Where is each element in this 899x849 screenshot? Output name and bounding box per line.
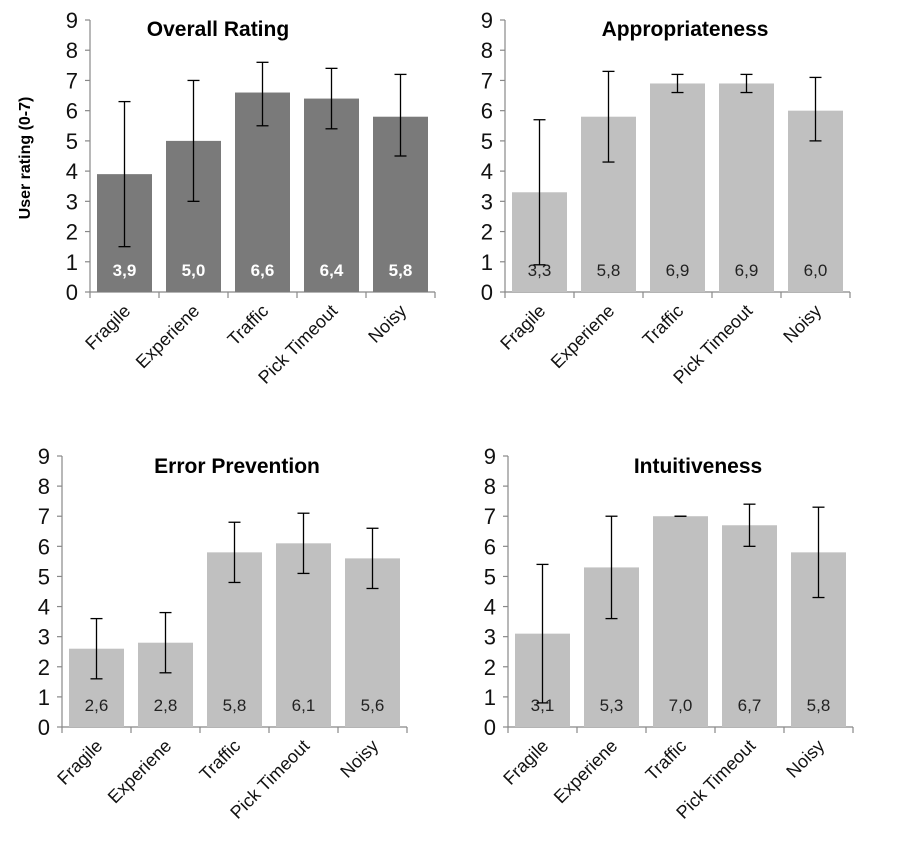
x-tick-label: Noisy (782, 736, 828, 782)
bar (722, 525, 777, 727)
y-tick-label: 2 (38, 655, 50, 680)
data-label: 3,3 (528, 261, 552, 280)
y-tick-label: 7 (481, 68, 493, 93)
data-label: 5,8 (389, 261, 413, 280)
y-tick-label: 9 (38, 444, 50, 469)
x-tick-label: Traffic (639, 301, 688, 350)
data-label: 5,3 (600, 696, 624, 715)
y-tick-label: 0 (38, 715, 50, 740)
y-tick-label: 0 (484, 715, 496, 740)
data-label: 6,0 (804, 261, 828, 280)
y-tick-label: 9 (481, 8, 493, 33)
y-tick-label: 9 (66, 8, 78, 33)
x-tick-label: Fragile (499, 736, 552, 789)
x-tick-label: Experiene (132, 301, 203, 372)
y-tick-label: 1 (481, 250, 493, 275)
data-label: 2,6 (85, 696, 109, 715)
y-tick-label: 4 (38, 595, 50, 620)
y-tick-label: 1 (66, 250, 78, 275)
data-label: 6,7 (738, 696, 762, 715)
chart-panel-3: Error Prevention 0 1 2 3 4 5 6 7 8 9 2,6 Fragile 2,8 E… (38, 444, 408, 823)
y-tick-label: 2 (481, 220, 493, 245)
data-label: 6,9 (735, 261, 759, 280)
x-tick-label: Fragile (81, 301, 134, 354)
y-tick-label: 8 (66, 38, 78, 63)
y-tick-label: 6 (66, 99, 78, 124)
data-label: 2,8 (154, 696, 178, 715)
y-tick-label: 8 (484, 474, 496, 499)
y-tick-label: 7 (484, 504, 496, 529)
chart-panel-1: Overall Rating User rating (0-7) 0 1 2 3 4 5 6 7 8… (17, 8, 436, 388)
data-label: 5,8 (223, 696, 247, 715)
x-tick-label: Experiene (104, 736, 175, 807)
y-tick-label: 3 (484, 625, 496, 650)
y-tick-label: 3 (38, 625, 50, 650)
bar (719, 83, 774, 292)
y-tick-label: 1 (484, 685, 496, 710)
y-tick-label: 5 (484, 564, 496, 589)
bar (653, 516, 708, 727)
x-tick-label: Fragile (53, 736, 106, 789)
y-tick-label: 6 (484, 534, 496, 559)
x-tick-label: Noisy (364, 301, 410, 347)
data-label: 5,6 (361, 696, 385, 715)
x-tick-label: Traffic (642, 736, 691, 785)
data-label: 7,0 (669, 696, 693, 715)
x-tick-label: Traffic (196, 736, 245, 785)
data-label: 5,8 (807, 696, 831, 715)
chart-title: Appropriateness (602, 18, 769, 41)
x-tick-label: Noisy (336, 736, 382, 782)
y-tick-label: 5 (481, 129, 493, 154)
chart-panel-2: Appropriateness 0 1 2 3 4 5 6 7 8 9 3,3 Fragile 5,8 Ex… (481, 8, 851, 388)
y-tick-label: 7 (66, 68, 78, 93)
x-tick-label: Noisy (779, 301, 825, 347)
y-tick-label: 0 (66, 280, 78, 305)
data-label: 6,6 (251, 261, 275, 280)
data-label: 6,9 (666, 261, 690, 280)
y-tick-label: 8 (481, 38, 493, 63)
y-tick-label: 6 (38, 534, 50, 559)
y-tick-label: 0 (481, 280, 493, 305)
y-tick-label: 9 (484, 444, 496, 469)
y-tick-label: 5 (66, 129, 78, 154)
data-label: 6,1 (292, 696, 316, 715)
data-label: 3,9 (113, 261, 137, 280)
data-label: 5,8 (597, 261, 621, 280)
x-tick-label: Experiene (550, 736, 621, 807)
y-tick-label: 3 (481, 189, 493, 214)
y-tick-label: 6 (481, 99, 493, 124)
chart-title: Intuitiveness (634, 455, 762, 478)
chart-title: Error Prevention (154, 455, 320, 478)
y-tick-label: 4 (484, 595, 496, 620)
y-tick-label: 2 (66, 220, 78, 245)
x-tick-label: Experiene (547, 301, 618, 372)
y-tick-label: 4 (66, 159, 78, 184)
chart-panel-4: Intuitiveness 0 1 2 3 4 5 6 7 8 9 3,1 Fragile 5,3 Expe… (484, 444, 854, 823)
x-tick-label: Traffic (224, 301, 273, 350)
y-tick-label: 7 (38, 504, 50, 529)
x-tick-label: Fragile (496, 301, 549, 354)
y-axis-label: User rating (0-7) (17, 97, 34, 220)
y-tick-label: 2 (484, 655, 496, 680)
y-tick-label: 1 (38, 685, 50, 710)
data-label: 6,4 (320, 261, 344, 280)
bar (650, 83, 705, 292)
y-tick-label: 4 (481, 159, 493, 184)
y-tick-label: 8 (38, 474, 50, 499)
chart-title: Overall Rating (147, 18, 289, 41)
data-label: 5,0 (182, 261, 206, 280)
data-label: 3,1 (531, 696, 555, 715)
y-tick-label: 3 (66, 189, 78, 214)
y-tick-label: 5 (38, 564, 50, 589)
bar (304, 98, 359, 292)
